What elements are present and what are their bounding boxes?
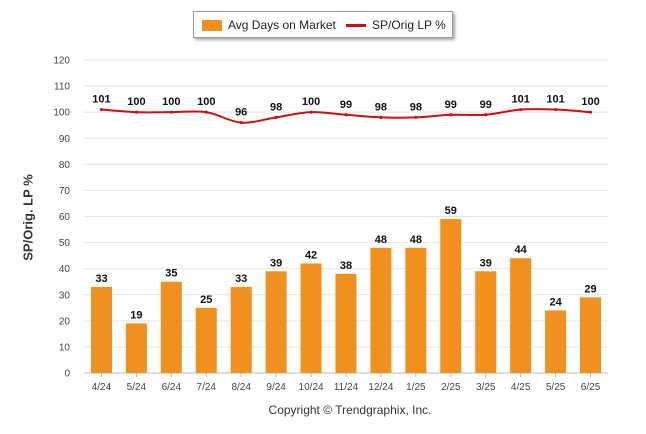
y-tick-label: 110 [54,82,70,93]
x-tick-label: 2/25 [441,382,461,393]
line-data-label: 101 [511,94,529,106]
line-data-label: 98 [410,101,422,113]
line-point [379,115,383,119]
bar [265,271,287,373]
x-tick-label: 10/24 [299,382,324,393]
line-data-label: 100 [127,96,145,108]
bar [90,286,112,373]
line-point [239,121,243,125]
bar [335,273,357,373]
bar [300,263,322,373]
y-tick-label: 100 [53,108,70,119]
bar [510,258,532,373]
bar-data-label: 59 [445,205,457,217]
y-axis-label: SP/Orig. LP % [20,174,36,261]
bar-data-label: 42 [305,249,317,261]
bar [195,307,217,373]
x-tick-label: 4/24 [92,382,112,393]
x-tick-label: 6/25 [581,382,601,393]
copyright-footer: Copyright © Trendgraphix, Inc. [268,403,432,417]
x-tick-label: 11/24 [334,382,359,393]
y-tick-label: 60 [59,212,71,223]
legend: Avg Days on Market SP/Orig LP % [193,11,453,38]
line-data-label: 99 [340,99,352,111]
line-data-label: 98 [270,101,282,113]
line-data-label: 99 [445,99,457,111]
legend-label-sp: SP/Orig LP % [372,18,446,32]
legend-line-swatch [346,23,366,27]
line-data-label: 98 [375,101,387,113]
bar-data-label: 39 [480,257,492,269]
x-tick-label: 12/24 [368,382,393,393]
line-data-label: 101 [92,94,110,106]
bar [370,247,392,373]
bar [545,310,567,373]
bar-data-label: 29 [584,283,596,295]
line-point [449,113,453,117]
y-tick-label: 20 [59,316,71,327]
bar [125,323,147,373]
bar [405,247,427,373]
x-tick-label: 3/25 [476,382,496,393]
line-data-label: 96 [235,107,247,119]
x-tick-label: 5/24 [127,382,147,393]
line-point [484,113,488,117]
line-data-label: 99 [480,99,492,111]
line-point [274,115,278,119]
bar-data-label: 35 [165,268,177,280]
y-tick-label: 80 [59,160,71,171]
bar [230,286,252,373]
bar-data-label: 19 [130,309,142,321]
x-tick-label: 6/24 [162,382,182,393]
bar [160,281,182,373]
line-point [134,110,138,114]
x-tick-label: 1/25 [406,382,426,393]
bar [475,271,497,373]
bar-data-label: 33 [235,273,247,285]
line-point [344,113,348,117]
x-tick-label: 9/24 [266,382,286,393]
bar-data-label: 25 [200,294,212,306]
bar-data-label: 38 [340,260,352,272]
bar-data-label: 33 [95,273,107,285]
y-tick-label: 90 [59,134,71,145]
bar-data-label: 39 [270,257,282,269]
x-tick-label: 7/24 [197,382,217,393]
line-point [519,107,523,112]
bar-data-label: 24 [549,296,562,308]
line-point [554,107,558,112]
y-tick-label: 120 [53,56,70,67]
line-data-label: 100 [197,96,215,108]
y-tick-label: 10 [59,342,71,353]
y-tick-label: 30 [59,290,71,301]
line-data-label: 100 [162,96,180,108]
line-point [309,110,313,114]
line-point [588,110,593,114]
legend-label-days: Avg Days on Market [228,18,336,32]
bar [580,297,602,373]
line-point [204,110,208,114]
y-tick-label: 40 [59,264,71,275]
bar [440,219,462,373]
line-point [414,115,418,119]
line-data-label: 100 [581,96,599,108]
legend-bar-swatch [202,19,222,31]
x-tick-label: 4/25 [511,382,531,393]
y-tick-label: 70 [59,186,71,197]
bar-data-label: 44 [515,244,528,256]
line-point [169,110,173,114]
bar-data-label: 48 [375,234,387,246]
bar-data-label: 48 [410,234,422,246]
y-tick-label: 50 [59,238,71,249]
line-data-label: 100 [302,96,320,108]
legend-item-sp: SP/Orig LP % [346,18,446,32]
line-point [99,107,104,112]
y-tick-label: 0 [64,369,70,380]
line-data-label: 101 [546,94,564,106]
legend-item-days: Avg Days on Market [202,18,336,32]
x-tick-label: 5/25 [546,382,566,393]
x-tick-label: 8/24 [231,382,251,393]
